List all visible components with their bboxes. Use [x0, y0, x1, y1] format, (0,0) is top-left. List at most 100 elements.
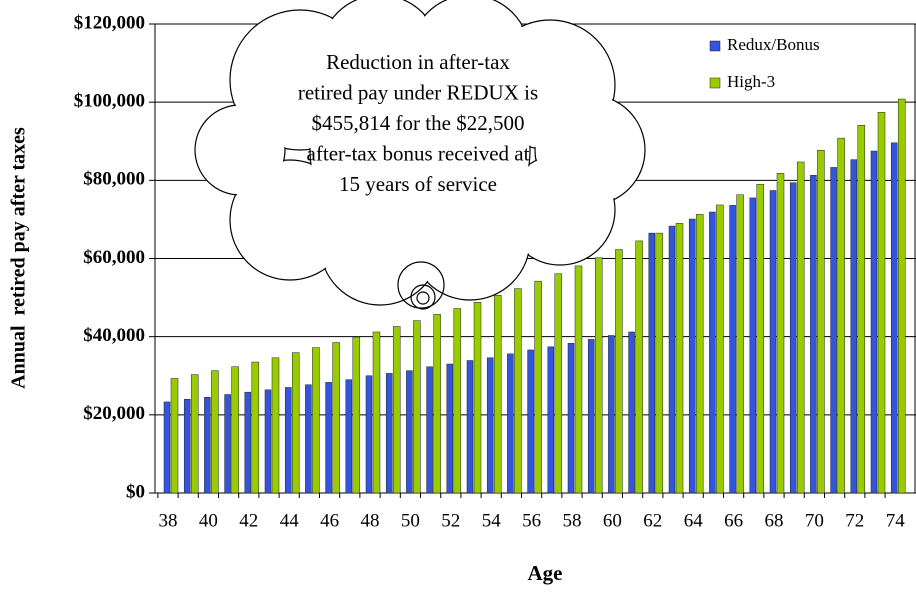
bar: [486, 357, 494, 494]
x-tick-label: 48: [361, 510, 380, 531]
bar: [716, 204, 724, 494]
bar: [870, 150, 878, 494]
bar: [749, 197, 757, 494]
bar: [332, 342, 340, 494]
legend-swatch: [709, 77, 721, 89]
cloud-fill: [196, 106, 284, 194]
bar: [769, 190, 777, 494]
legend-label: High-3: [727, 72, 775, 91]
y-tick-label: $0: [126, 481, 145, 502]
bar: [251, 361, 260, 494]
bar: [271, 357, 280, 494]
x-axis-label: Age: [528, 561, 563, 585]
bar: [345, 379, 353, 494]
x-tick-label: 40: [199, 510, 218, 531]
bar: [453, 308, 462, 494]
x-tick-label: 66: [724, 510, 743, 531]
bar: [426, 366, 433, 494]
bar: [385, 373, 393, 494]
bar: [466, 360, 474, 494]
y-tick-label: $20,000: [83, 403, 145, 424]
x-tick-label: 64: [684, 510, 704, 531]
x-tick-label: 74: [886, 510, 906, 531]
bar: [890, 142, 898, 494]
thought-bubble: [410, 284, 436, 310]
bar: [264, 389, 272, 494]
bar: [507, 353, 514, 494]
annotation-text: 15 years of service: [339, 172, 497, 196]
annotation-text: Reduction in after-tax: [326, 50, 510, 74]
x-tick-label: 62: [643, 510, 662, 531]
bar: [534, 280, 542, 494]
bar: [796, 161, 805, 494]
x-tick-label: 60: [603, 510, 622, 531]
bar: [190, 374, 199, 494]
bar: [284, 387, 292, 494]
bar: [615, 249, 623, 494]
bar: [688, 218, 696, 494]
bar: [635, 240, 643, 494]
legend-swatch: [709, 40, 721, 52]
cloud-fill: [506, 156, 614, 264]
bar: [372, 331, 381, 494]
x-tick-label: 58: [563, 510, 582, 531]
x-tick-label: 42: [239, 510, 258, 531]
bar: [163, 401, 171, 494]
bar: [211, 370, 219, 494]
x-tick-label: 50: [401, 510, 420, 531]
bar: [365, 375, 373, 494]
y-tick-label: $40,000: [83, 325, 145, 346]
annotation-text: after-tax bonus received at: [307, 141, 530, 165]
x-tick-label: 68: [765, 510, 784, 531]
bar: [648, 232, 656, 494]
bar: [608, 335, 615, 494]
thought-bubble: [397, 261, 445, 309]
bar: [554, 273, 563, 494]
annotation-cloud: Reduction in after-tax retired pay under …: [194, 0, 646, 310]
bar: [352, 336, 361, 494]
bar: [695, 214, 704, 494]
x-tick-label: 72: [845, 510, 864, 531]
bar: [830, 167, 837, 494]
bar: [850, 159, 858, 494]
bar: [736, 194, 744, 494]
y-tick-label: $100,000: [74, 91, 145, 112]
bar: [877, 112, 886, 494]
bar: [514, 288, 522, 494]
bar: [406, 370, 413, 494]
bar: [305, 384, 312, 494]
bar: [312, 347, 320, 494]
bar: [231, 366, 239, 494]
bar: [244, 391, 252, 494]
bar: [789, 182, 797, 494]
bar: [170, 378, 179, 494]
bar: [446, 363, 454, 494]
bar: [857, 124, 866, 494]
x-tick-label: 44: [280, 510, 300, 531]
bar: [655, 232, 664, 494]
bar: [675, 223, 684, 494]
bar: [668, 225, 676, 494]
bar: [392, 326, 401, 494]
x-tick-label: 38: [159, 510, 178, 531]
bar: [325, 382, 332, 494]
bar: [204, 396, 211, 494]
y-tick-label: $120,000: [74, 12, 145, 33]
bar: [756, 183, 765, 494]
annotation-text: retired pay under REDUX is: [298, 80, 538, 104]
bar: [628, 331, 635, 494]
bar: [547, 346, 555, 494]
bar: [473, 302, 482, 494]
bar: [413, 320, 421, 494]
bar: [183, 398, 191, 494]
x-tick-label: 56: [522, 510, 541, 531]
bar: [837, 137, 845, 494]
x-tick-label: 46: [320, 510, 339, 531]
bar: [493, 294, 502, 494]
bar: [587, 339, 595, 494]
x-tick-label: 54: [482, 510, 502, 531]
bar: [776, 173, 785, 494]
bar: [594, 257, 603, 494]
bar: [567, 343, 575, 494]
